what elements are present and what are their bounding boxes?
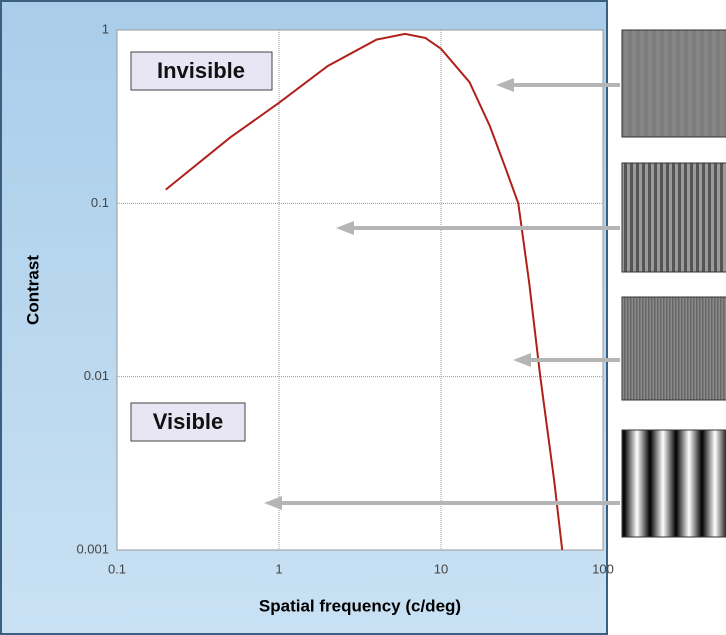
annotation-box (130, 402, 246, 442)
x-tick-label: 0.1 (108, 561, 126, 576)
annotation: Visible (153, 409, 224, 434)
x-axis-title: Spatial frequency (c/deg) (259, 596, 461, 615)
y-tick-label: 0.001 (76, 541, 109, 556)
plot-area (116, 29, 604, 551)
line (165, 32, 564, 551)
annotation-box (130, 51, 273, 91)
annotation: Invisible (157, 58, 245, 83)
grating (621, 296, 726, 401)
y-axis-title: Contrast (23, 255, 42, 325)
grid: 0.1 1 10 100 0.001 0.01 0.1 1 (76, 21, 613, 576)
marks (165, 32, 564, 551)
x-tick-label: 1 (275, 561, 282, 576)
arrows (264, 78, 620, 510)
y-tick-label: 1 (102, 21, 109, 36)
y-tick-label: 0.1 (91, 195, 109, 210)
grating (621, 162, 726, 273)
grating (621, 429, 726, 538)
x-tick-label: 100 (592, 561, 614, 576)
x-tick-label: 10 (434, 561, 448, 576)
grating (621, 29, 726, 138)
y-tick-label: 0.01 (84, 368, 109, 383)
